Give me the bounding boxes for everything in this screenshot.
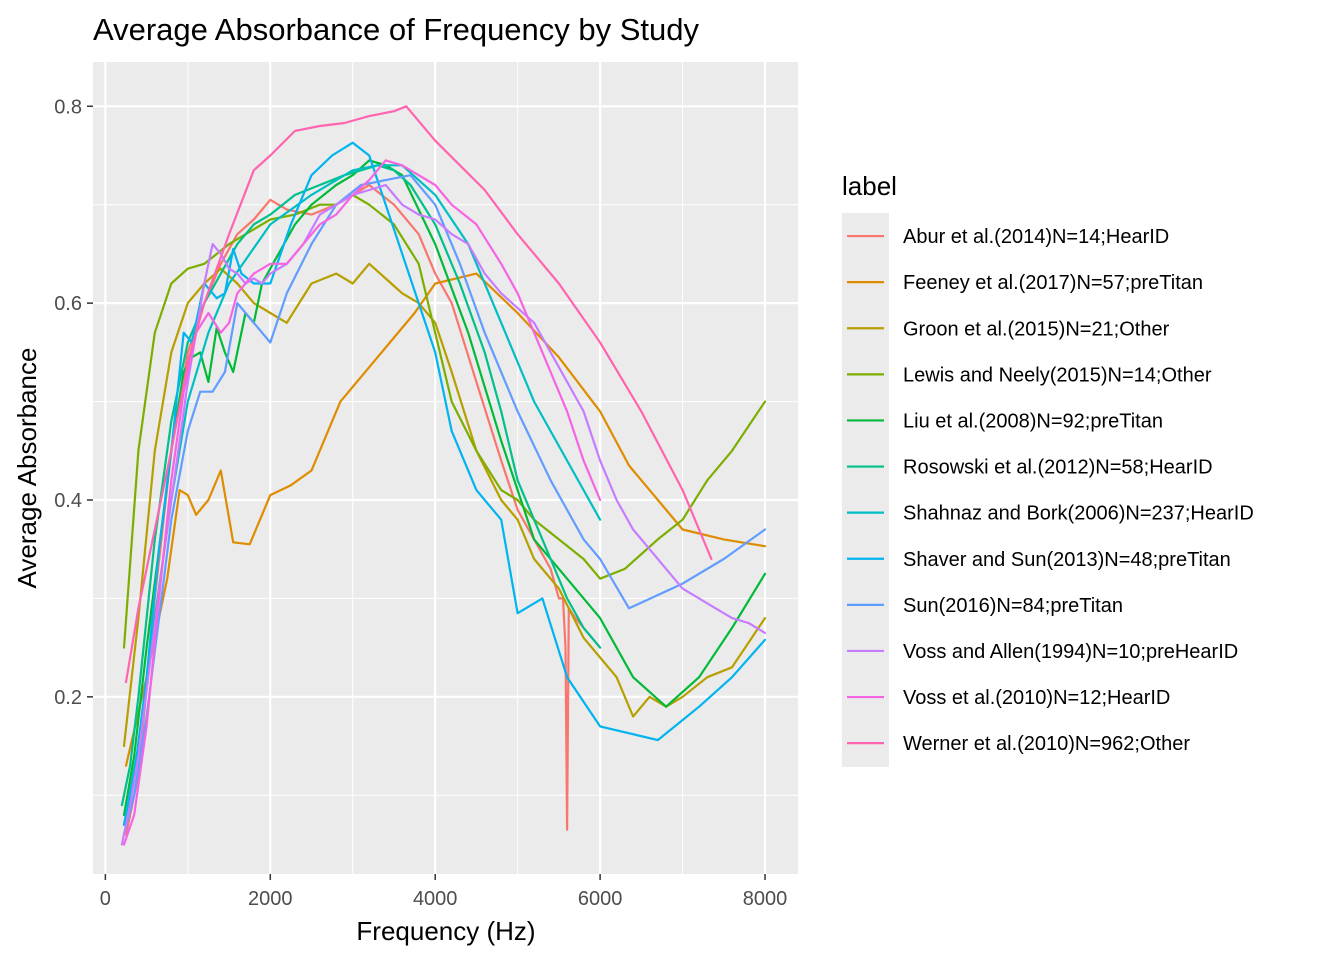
x-tick-label: 6000 bbox=[578, 888, 623, 910]
series-line-11 bbox=[122, 159, 602, 846]
y-tick-label: 0.8 bbox=[54, 96, 82, 118]
chart-title: Average Absorbance of Frequency by Study bbox=[93, 12, 700, 47]
x-axis: 0 2000 4000 6000 8000 bbox=[100, 874, 787, 910]
y-tick-label: 0.2 bbox=[54, 687, 82, 709]
series-line-10 bbox=[120, 183, 767, 846]
x-axis-label: Frequency (Hz) bbox=[356, 916, 535, 946]
legend-label: Sun(2016)N=84;preTitan bbox=[903, 595, 1123, 617]
x-tick-label: 4000 bbox=[413, 888, 458, 910]
legend-label: Voss et al.(2010)N=12;HearID bbox=[903, 687, 1170, 709]
legend-label: Abur et al.(2014)N=14;HearID bbox=[903, 226, 1169, 248]
legend-label: Rosowski et al.(2012)N=58;HearID bbox=[903, 457, 1213, 479]
x-tick-label: 2000 bbox=[248, 888, 293, 910]
series-lines bbox=[120, 105, 767, 846]
legend-label: Groon et al.(2015)N=21;Other bbox=[903, 318, 1170, 340]
legend-label: Liu et al.(2008)N=92;preTitan bbox=[903, 410, 1163, 432]
plot-panel bbox=[93, 62, 798, 874]
series-line-8 bbox=[122, 141, 767, 826]
y-axis: 0.2 0.4 0.6 0.8 bbox=[54, 96, 93, 709]
legend-label: Feeney et al.(2017)N=57;preTitan bbox=[903, 272, 1203, 294]
legend-label: Lewis and Neely(2015)N=14;Other bbox=[903, 364, 1212, 386]
legend-label: Shaver and Sun(2013)N=48;preTitan bbox=[903, 549, 1231, 571]
series-line-6 bbox=[120, 164, 602, 807]
y-axis-label: Average Absorbance bbox=[12, 348, 42, 589]
x-tick-label: 8000 bbox=[743, 888, 788, 910]
series-line-4 bbox=[122, 193, 767, 649]
legend: Abur et al.(2014)N=14;HearID Feeney et al… bbox=[847, 226, 1254, 755]
series-line-12 bbox=[124, 105, 713, 684]
legend-label: Voss and Allen(1994)N=10;preHearID bbox=[903, 641, 1238, 663]
series-line-2 bbox=[124, 272, 767, 767]
legend-title: label bbox=[842, 171, 897, 201]
legend-label: Shahnaz and Bork(2006)N=237;HearID bbox=[903, 503, 1254, 525]
y-tick-label: 0.4 bbox=[54, 490, 82, 512]
legend-key-background bbox=[842, 213, 889, 767]
x-tick-label: 0 bbox=[100, 888, 111, 910]
legend-label: Werner et al.(2010)N=962;Other bbox=[903, 733, 1190, 755]
minor-gridlines bbox=[93, 62, 798, 874]
y-tick-label: 0.6 bbox=[54, 293, 82, 315]
